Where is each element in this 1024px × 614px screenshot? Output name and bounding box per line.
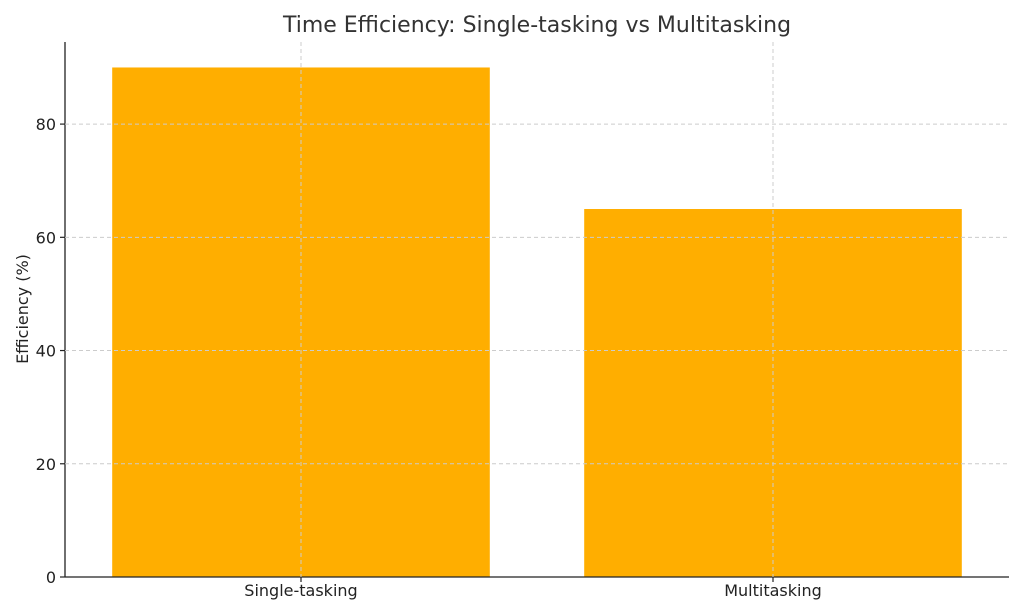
bars	[112, 67, 962, 577]
grid	[65, 42, 1009, 577]
axes	[64, 42, 1009, 578]
y-tick-label: 40	[36, 342, 56, 361]
x-tick-label: Multitasking	[724, 581, 822, 600]
y-tick-label: 0	[46, 568, 56, 587]
x-tick-label: Single-tasking	[244, 581, 357, 600]
y-axis-label: Efficiency (%)	[13, 254, 32, 364]
y-tick-label: 60	[36, 228, 56, 247]
ticks: 0 20 40 60 80 Single-tasking Multitasking	[36, 115, 822, 600]
chart-title: Time Efficiency: Single-tasking vs Multi…	[282, 13, 791, 38]
y-tick-label: 20	[36, 455, 56, 474]
y-tick-label: 80	[36, 115, 56, 134]
